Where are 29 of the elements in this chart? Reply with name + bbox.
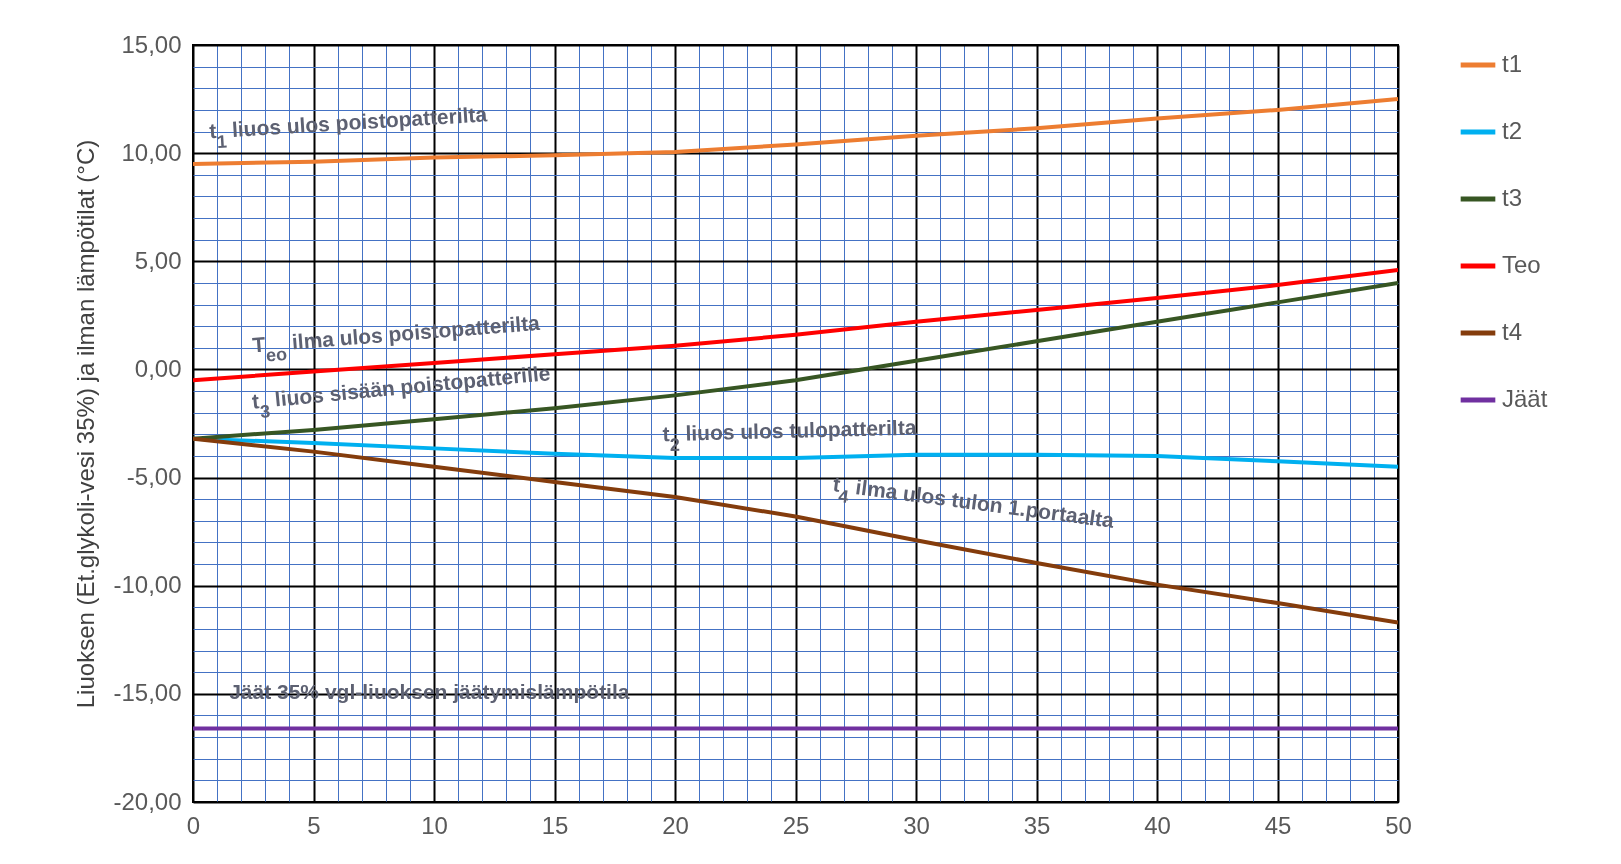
legend-label: t4: [1502, 318, 1523, 345]
y-tick-label: -10,00: [113, 571, 182, 599]
y-tick-label: -20,00: [113, 787, 182, 815]
legend-label: t1: [1502, 50, 1523, 77]
y-tick-label: 15,00: [121, 30, 182, 58]
y-axis-title: Liuoksen (Et.glykoli-vesi 35%) ja ilman lämpötilat (°C): [72, 139, 100, 709]
annotation: t$_{4}$ ilma ulos tulon 1.portaalta: [831, 472, 1116, 532]
y-tick-label: -5,00: [126, 463, 182, 491]
legend-label: t3: [1502, 184, 1523, 211]
legend-label: t2: [1502, 117, 1523, 144]
x-tick-label: 30: [903, 811, 930, 839]
y-tick-label: 10,00: [121, 138, 182, 166]
x-tick-label: 10: [421, 811, 448, 839]
x-tick-label: 50: [1385, 811, 1412, 839]
x-tick-label: 25: [782, 811, 810, 839]
x-tick-label: 20: [662, 811, 689, 839]
annotation: t$_{1}$ liuos ulos poistopatterilta: [208, 102, 489, 152]
x-tick-label: 5: [307, 811, 321, 839]
x-tick-label: 40: [1144, 811, 1171, 839]
x-tick-label: 35: [1023, 811, 1051, 839]
x-tick-label: 45: [1264, 811, 1292, 839]
x-tick-label: 15: [541, 811, 569, 839]
x-tick-label: 0: [186, 811, 201, 839]
legend-label: Teo: [1502, 251, 1541, 278]
y-tick-label: -15,00: [113, 679, 182, 707]
legend-label: Jäät: [1502, 385, 1548, 412]
line-series: [193, 97, 1398, 166]
y-tick-label: 5,00: [134, 246, 182, 274]
y-tick-label: 0,00: [134, 354, 182, 382]
